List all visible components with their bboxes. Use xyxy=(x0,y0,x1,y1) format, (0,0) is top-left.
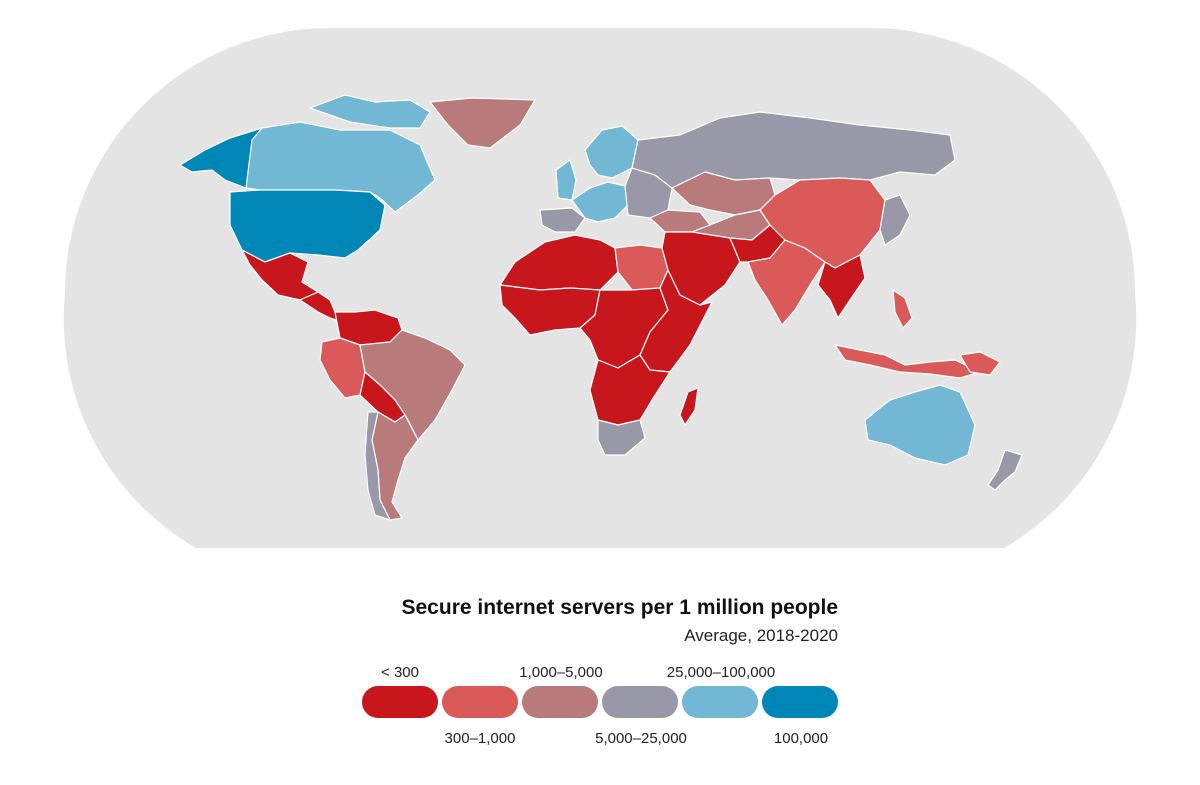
philippines xyxy=(892,289,913,329)
south-africa xyxy=(597,419,646,456)
legend-title: Secure internet servers per 1 million pe… xyxy=(401,596,839,619)
legend-label-1000-5000: 1,000–5,000 xyxy=(519,664,603,681)
legend-label-25000-100000: 25,000–100,000 xyxy=(666,664,776,681)
greenland xyxy=(429,97,536,149)
legend-label-5000-25000: 5,000–25,000 xyxy=(595,730,687,747)
legend-label-under-300: < 300 xyxy=(381,664,419,681)
chile xyxy=(364,411,391,521)
southeast-asia xyxy=(817,254,866,319)
madagascar xyxy=(679,387,699,426)
legend-label-100000: 100,000 xyxy=(773,730,829,747)
southern-africa xyxy=(589,354,671,426)
legend-swatch-25000-100000 xyxy=(682,686,758,718)
new-zealand xyxy=(987,449,1023,491)
australia xyxy=(864,384,976,466)
india xyxy=(747,239,826,326)
legend-swatch-5000-25000 xyxy=(602,686,678,718)
world-map xyxy=(63,28,1137,548)
arctic-islands xyxy=(309,94,431,129)
iberia xyxy=(539,207,586,233)
legend-swatch-100000 xyxy=(762,686,838,718)
legend-swatch-300-1000 xyxy=(442,686,518,718)
legend-swatch-1000-5000 xyxy=(522,686,598,718)
legend-label-300-1000: 300–1,000 xyxy=(444,730,516,747)
legend-swatches xyxy=(362,686,838,718)
papua-new-guinea xyxy=(959,351,1001,376)
legend-swatch-under-300 xyxy=(362,686,438,718)
uk-ireland xyxy=(555,159,577,201)
china xyxy=(759,177,886,269)
korea-japan xyxy=(879,194,911,246)
legend-subtitle: Average, 2018-2020 xyxy=(684,626,838,645)
